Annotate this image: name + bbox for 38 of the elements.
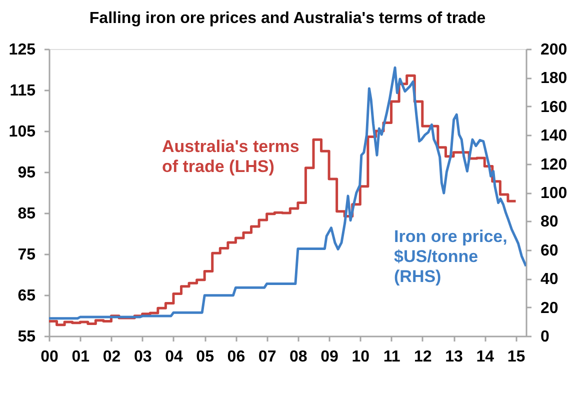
y2-tick-label: 180 bbox=[540, 70, 568, 88]
x-tick-label: 13 bbox=[445, 348, 463, 366]
y2-tick-label: 200 bbox=[540, 42, 568, 58]
x-tick-label: 10 bbox=[352, 348, 370, 366]
y2-tick-label: 140 bbox=[540, 128, 568, 145]
y2-tick-label: 80 bbox=[540, 214, 558, 231]
y-tick-label: 95 bbox=[18, 164, 36, 182]
x-tick-label: 07 bbox=[258, 348, 276, 366]
y-tick-label: 105 bbox=[8, 124, 36, 140]
y2-tick-label: 100 bbox=[540, 185, 568, 202]
y2-tick-label: 20 bbox=[540, 300, 558, 317]
y-tick-label: 85 bbox=[18, 206, 36, 222]
y-tick-label: 55 bbox=[18, 328, 36, 346]
y2-tick-label: 0 bbox=[540, 328, 550, 346]
x-tick-label: 05 bbox=[196, 348, 214, 366]
series-label: Australia's terms of trade (LHS) bbox=[162, 137, 300, 176]
x-tick-label: 11 bbox=[383, 348, 400, 366]
series-label: Iron ore price, $US/tonne (RHS) bbox=[394, 227, 508, 286]
x-tick-label: 03 bbox=[134, 348, 152, 366]
x-tick-label: 02 bbox=[102, 348, 121, 366]
y-tick-label: 115 bbox=[10, 82, 36, 100]
x-tick-label: 00 bbox=[40, 348, 58, 366]
x-tick-label: 04 bbox=[165, 348, 183, 366]
x-tick-label: 08 bbox=[290, 348, 308, 366]
x-tick-label: 01 bbox=[72, 348, 90, 366]
y2-tick-label: 120 bbox=[540, 156, 568, 174]
x-tick-label: 15 bbox=[507, 348, 526, 366]
y2-tick-label: 60 bbox=[540, 242, 558, 260]
y-tick-label: 65 bbox=[18, 288, 36, 304]
x-tick-label: 14 bbox=[476, 348, 494, 366]
y2-tick-label: 40 bbox=[540, 271, 558, 288]
x-tick-label: 09 bbox=[320, 348, 339, 366]
x-tick-label: 06 bbox=[227, 348, 246, 366]
y2-tick-label: 160 bbox=[540, 98, 568, 116]
y-tick-label: 125 bbox=[8, 42, 36, 58]
x-tick-label: 12 bbox=[414, 348, 432, 366]
chart-title: Falling iron ore prices and Australia's terms of trade bbox=[89, 10, 486, 27]
y-tick-label: 75 bbox=[18, 246, 36, 264]
